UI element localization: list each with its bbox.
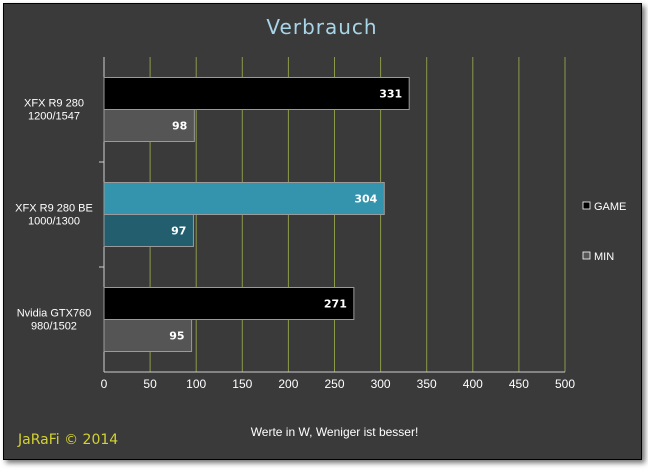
bar-min: [103, 214, 194, 247]
bars-layer: 331 98 304 97 271 95: [103, 77, 410, 352]
legend-label-min: MIN: [594, 251, 614, 263]
x-tick-label: 400: [463, 377, 483, 391]
bar-min: [103, 319, 193, 352]
data-label: 304: [354, 193, 377, 206]
x-tick-label: 250: [324, 377, 344, 391]
data-label: 98: [172, 120, 187, 133]
bar-chart: Verbrauch 331 98 304 97 271 95 XFX R9 2801200…: [15, 15, 626, 448]
category-label: 1000/1300: [28, 216, 80, 228]
x-tick-labels: 0 50 100 150 200 250 300 350 400 450 500: [101, 377, 576, 391]
bar-game: [103, 287, 355, 320]
x-tick-label: 300: [371, 377, 391, 391]
bar-game: [103, 77, 410, 110]
x-tick-label: 200: [278, 377, 298, 391]
x-tick-label: 150: [232, 377, 252, 391]
data-label: 95: [169, 330, 184, 343]
legend: GAME MIN: [582, 201, 626, 263]
legend-swatch-game: [582, 201, 591, 210]
x-axis-label: Werte in W, Weniger ist besser!: [251, 425, 419, 439]
x-tick-label: 450: [509, 377, 529, 391]
category-label: Nvidia GTX760: [17, 308, 92, 320]
category-label: 980/1502: [31, 321, 77, 333]
chart-frame: Verbrauch 331 98 304 97 271 95 XFX R9 280 1200…: [3, 3, 642, 460]
x-tick-label: 350: [417, 377, 437, 391]
data-label: 331: [379, 88, 402, 101]
x-tick-label: 50: [143, 377, 157, 391]
data-label: 271: [324, 298, 347, 311]
data-label: 97: [171, 225, 186, 238]
credit-watermark: JaRaFi © 2014: [17, 432, 118, 448]
bar-game: [103, 182, 385, 215]
legend-swatch-min: [582, 251, 591, 260]
x-tick-label: 0: [101, 377, 108, 391]
category-label: XFX R9 280 BE: [15, 203, 93, 215]
category-label: XFX R9 280: [24, 98, 84, 110]
category-label: 1200/1547: [28, 111, 80, 123]
bar-min: [103, 109, 195, 142]
chart-title: Verbrauch: [266, 15, 377, 39]
x-tick-label: 500: [555, 377, 575, 391]
legend-label-game: GAME: [594, 201, 626, 213]
x-tick-label: 100: [186, 377, 206, 391]
